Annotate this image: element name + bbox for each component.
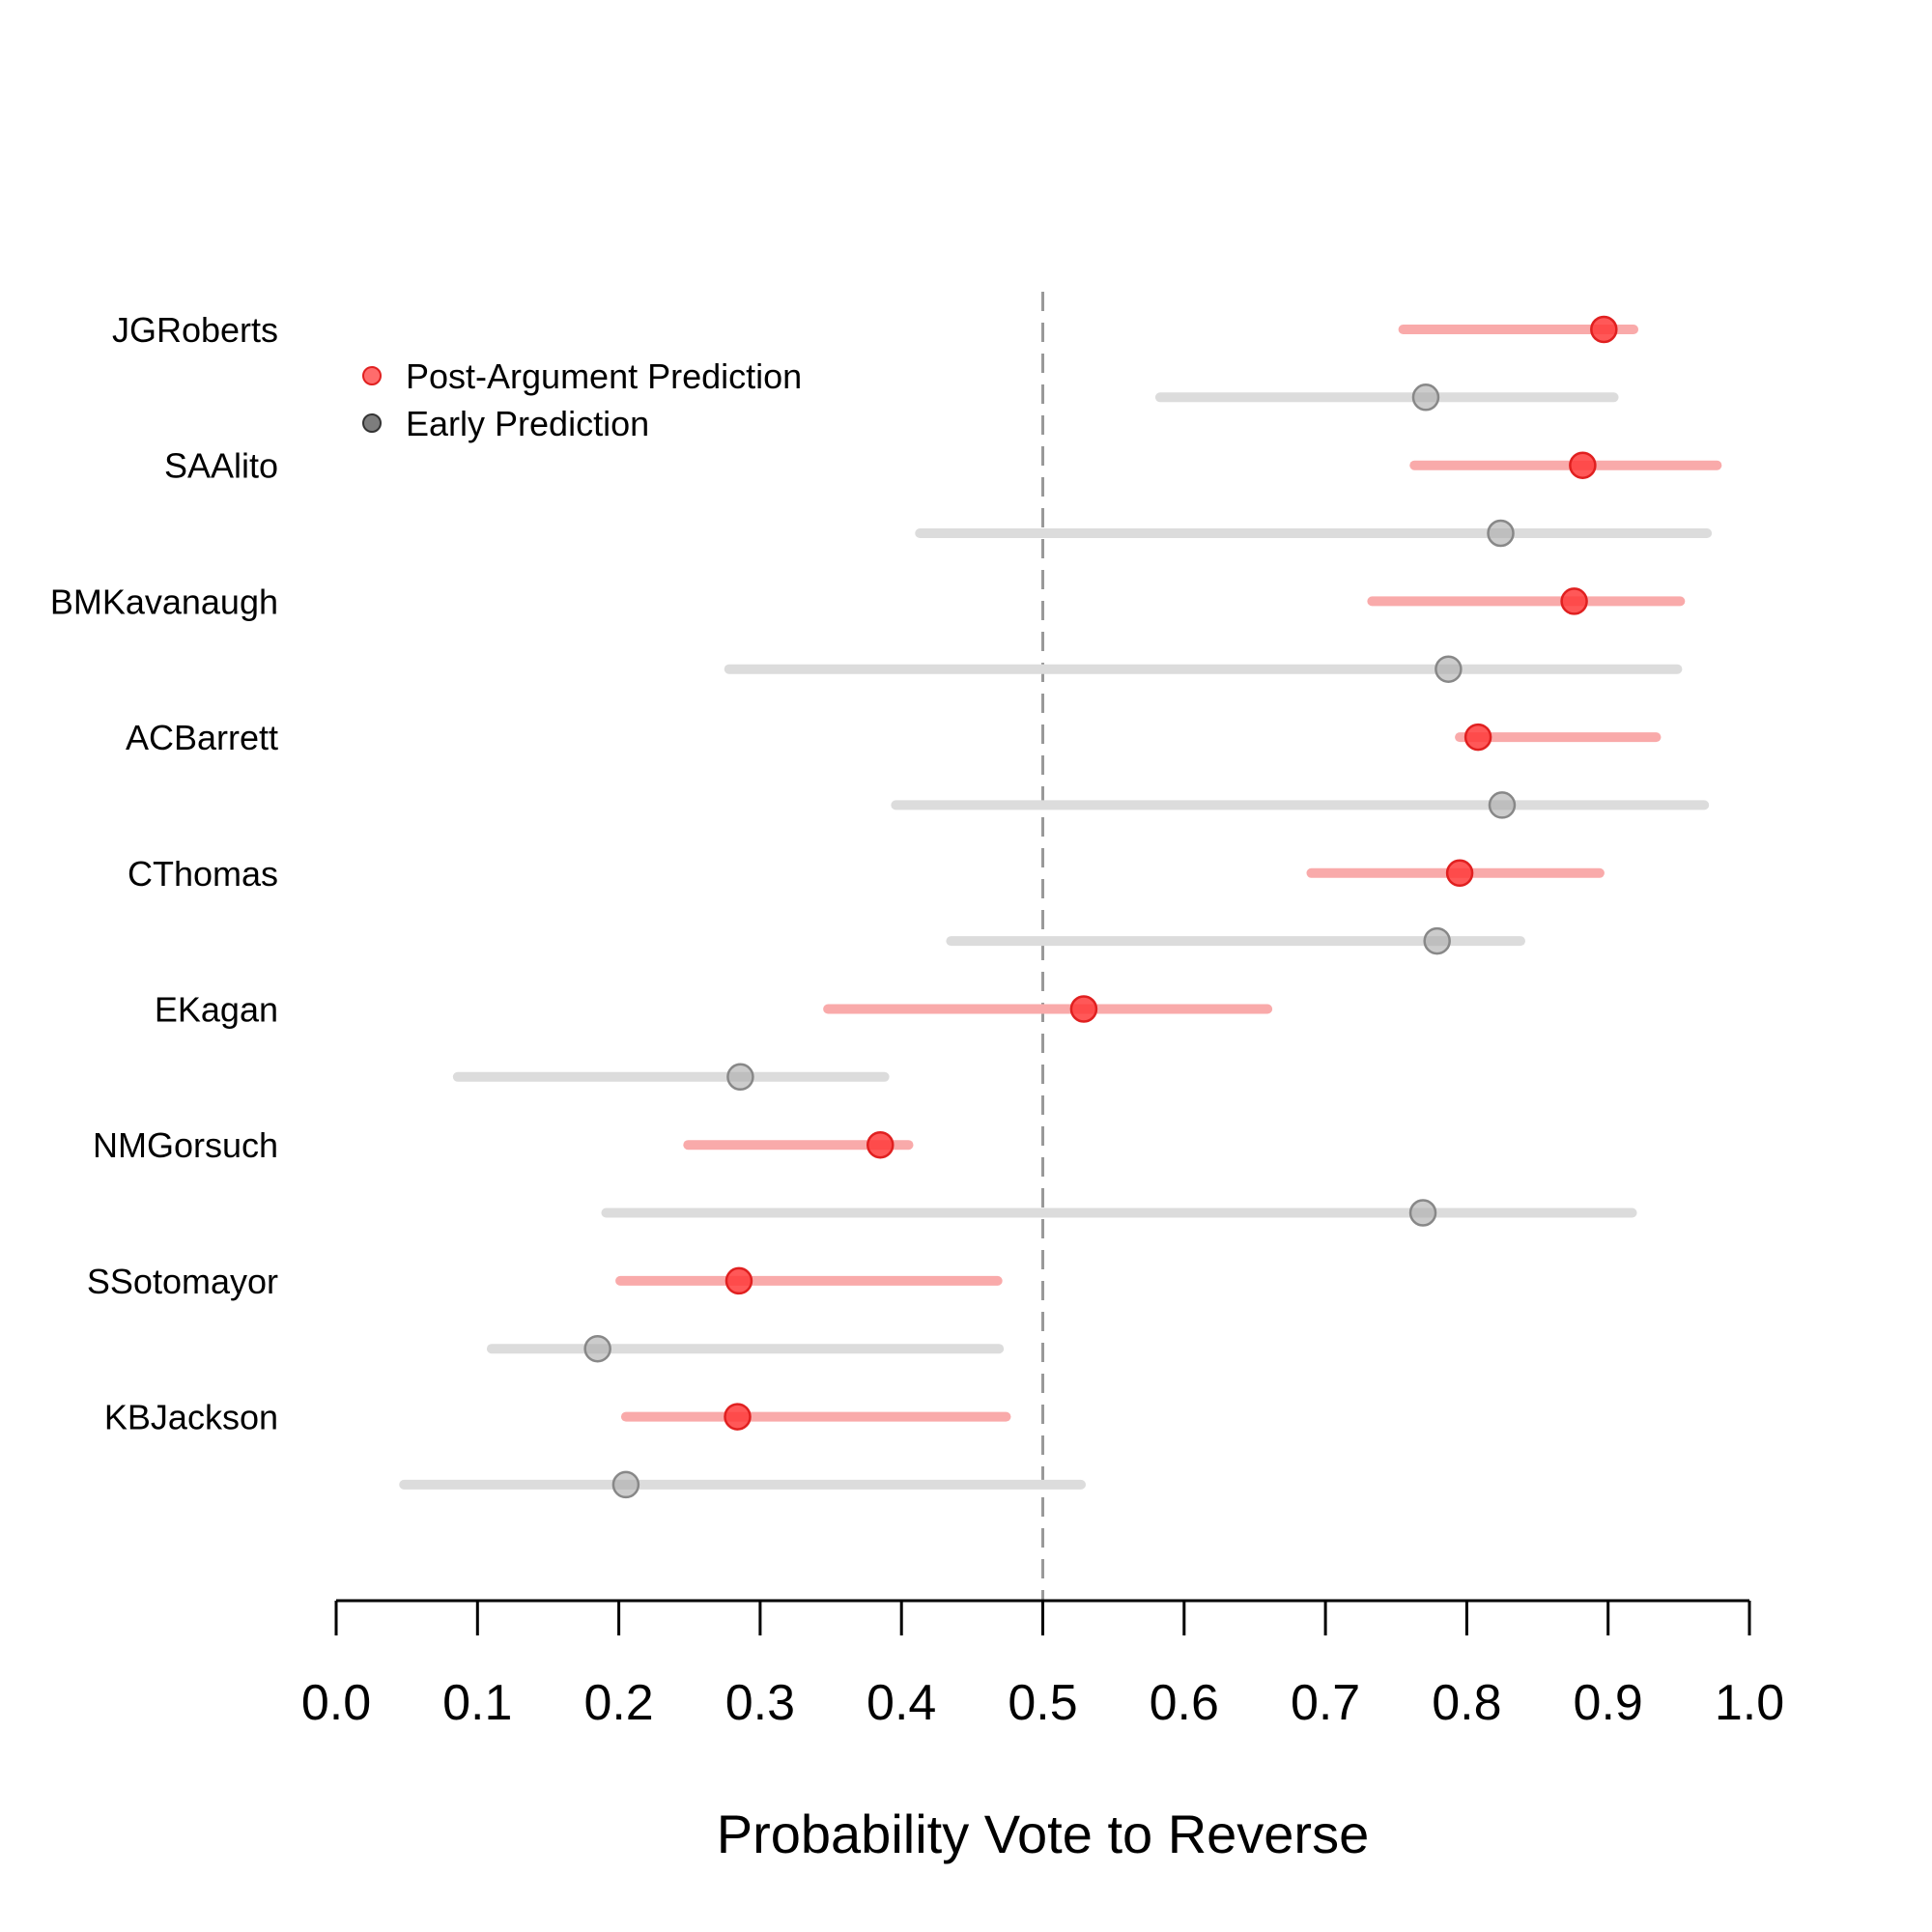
justice-label-nmgorsuch: NMGorsuch	[93, 1125, 278, 1165]
justice-label-cthomas: CThomas	[128, 854, 278, 894]
interval-group	[399, 325, 1722, 1490]
post-point-jgroberts	[1590, 315, 1618, 344]
early-point-ssotomayor	[583, 1334, 611, 1363]
x-tick-label-0.6: 0.6	[1150, 1675, 1219, 1731]
x-tick-label-0.8: 0.8	[1432, 1675, 1501, 1731]
x-tick-label-0.1: 0.1	[442, 1675, 512, 1731]
x-tick-label-0.7: 0.7	[1291, 1675, 1360, 1731]
justice-label-kbjackson: KBJackson	[104, 1398, 278, 1437]
post-point-kbjackson	[724, 1403, 752, 1431]
legend-post-marker	[362, 366, 382, 385]
x-tick-label-0.5: 0.5	[1008, 1675, 1077, 1731]
early-point-cthomas	[1423, 926, 1451, 955]
x-axis: 0.0 0.1 0.2 0.3 0.4 0.5 0.6 0.7 0.8 0.9 1.0	[301, 1599, 1784, 1731]
early-point-ekagan	[726, 1063, 754, 1092]
point-group	[583, 315, 1618, 1499]
x-axis-title: Probability Vote to Reverse	[717, 1804, 1369, 1864]
early-point-acbarrett	[1488, 791, 1517, 819]
x-tick-label-0.2: 0.2	[583, 1675, 653, 1731]
justice-label-acbarrett: ACBarrett	[126, 718, 278, 757]
post-point-nmgorsuch	[867, 1130, 895, 1159]
justice-label-jgroberts: JGRoberts	[112, 310, 278, 350]
x-tick-label-0.4: 0.4	[867, 1675, 936, 1731]
early-point-bmkavanaugh	[1435, 655, 1463, 683]
legend: Post-Argument Prediction Early Predictio…	[362, 356, 802, 443]
post-point-ekagan	[1069, 995, 1098, 1023]
justice-label-ekagan: EKagan	[155, 990, 278, 1030]
justice-label-bmkavanaugh: BMKavanaugh	[50, 582, 278, 621]
justice-label-group: JGRoberts SAAlito BMKavanaugh ACBarrett CTho…	[50, 310, 278, 1437]
justice-label-ssotomayor: SSotomayor	[87, 1262, 278, 1301]
post-point-ssotomayor	[724, 1266, 753, 1295]
x-tick-label-0.3: 0.3	[725, 1675, 795, 1731]
x-tick-label-1.0: 1.0	[1715, 1675, 1784, 1731]
x-tick-label-0.0: 0.0	[301, 1675, 371, 1731]
legend-early-label: Early Prediction	[406, 404, 649, 443]
x-tick-label-0.9: 0.9	[1574, 1675, 1643, 1731]
justice-label-saalito: SAAlito	[164, 446, 278, 486]
post-point-cthomas	[1445, 859, 1474, 888]
post-point-acbarrett	[1463, 723, 1492, 752]
early-point-nmgorsuch	[1408, 1199, 1437, 1227]
early-point-kbjackson	[611, 1470, 640, 1499]
legend-early-marker	[362, 413, 382, 433]
post-point-saalito	[1569, 451, 1597, 479]
early-point-jgroberts	[1411, 384, 1440, 412]
post-point-bmkavanaugh	[1560, 587, 1588, 615]
early-point-saalito	[1487, 519, 1515, 548]
legend-post-label: Post-Argument Prediction	[406, 356, 802, 396]
